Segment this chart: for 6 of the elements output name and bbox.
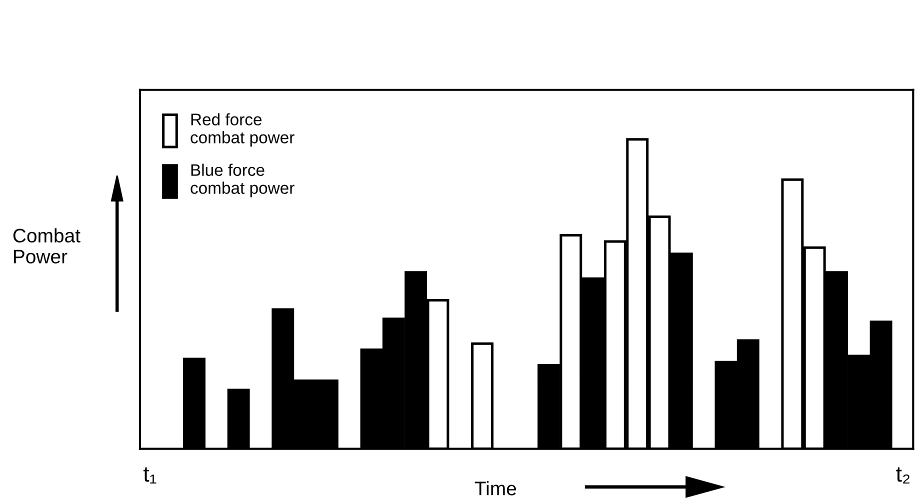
- x-axis-title: Time: [474, 481, 516, 496]
- y-axis-title: Combat Power: [13, 228, 80, 264]
- x-tick-label: t₂: [896, 467, 910, 484]
- legend-label: Red force combat power: [190, 113, 294, 147]
- x-tick-label: t₁: [143, 467, 156, 484]
- legend-label: Blue force combat power: [190, 164, 294, 198]
